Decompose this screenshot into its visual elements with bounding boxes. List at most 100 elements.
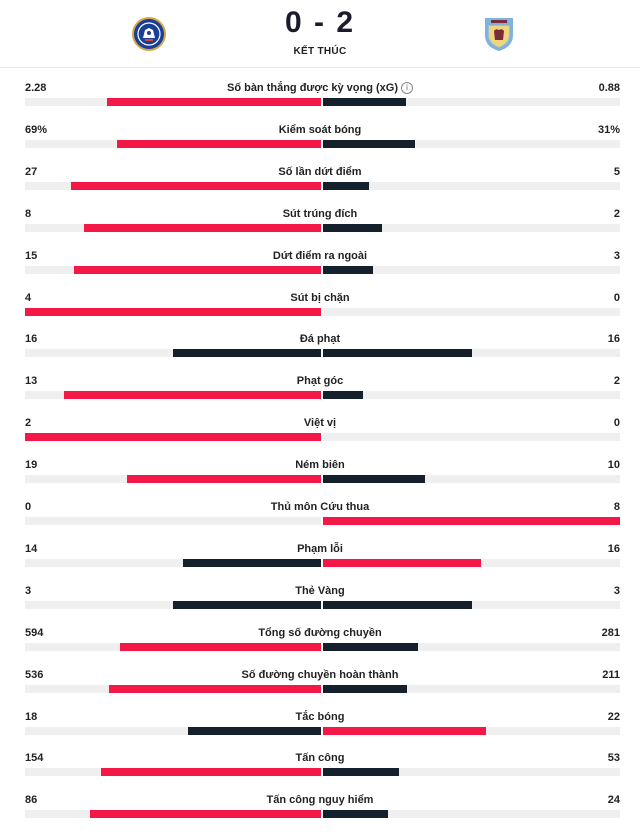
away-stat-bar: [323, 98, 406, 106]
home-stat-track: [25, 307, 321, 316]
stat-row: 154 Tấn công 53: [0, 748, 640, 790]
away-stat-track: [323, 726, 620, 735]
stat-label: Số lần dứt điểm: [0, 166, 640, 178]
home-stat-track: [25, 181, 321, 190]
away-stat-value: 8: [613, 501, 620, 513]
home-stat-value: 14: [25, 542, 38, 555]
stat-label: Số bàn thắng được kỳ vọng (xG) i: [0, 82, 640, 94]
stat-row: 15 Dứt điểm ra ngoài 3: [0, 246, 640, 288]
stat-label: Số đường chuyền hoàn thành: [0, 669, 640, 681]
away-stat-value: 211: [602, 668, 620, 681]
away-stat-track: [323, 223, 620, 232]
stat-label-text: Kiểm soát bóng: [278, 123, 362, 136]
home-stat-track: [25, 810, 321, 819]
stat-label: Tổng số đường chuyền: [0, 627, 640, 639]
home-stat-track: [25, 139, 321, 148]
away-stat-value: 281: [601, 626, 620, 639]
match-score: 0 - 2: [284, 6, 356, 39]
away-stat-track: [323, 433, 620, 442]
away-stat-value: 10: [607, 459, 620, 472]
away-stat-bar: [323, 265, 373, 274]
home-stat-value: 69%: [25, 123, 48, 136]
away-stat-value: 31%: [597, 123, 620, 136]
away-stat-bar: [323, 558, 482, 567]
home-stat-track: [25, 517, 321, 525]
stat-label: Ném biên: [0, 459, 640, 471]
stat-label: Đá phạt: [0, 333, 640, 345]
stat-row: 2.28 Số bàn thắng được kỳ vọng (xG) i 0.88: [0, 78, 640, 120]
home-stat-value: 19: [25, 459, 38, 472]
stat-label: Dứt điểm ra ngoài: [0, 250, 640, 262]
away-stat-track: [323, 265, 620, 274]
away-stat-value: 0: [613, 417, 620, 430]
stat-label-text: Đá phạt: [299, 333, 341, 346]
stat-label-text: Số lần dứt điểm: [278, 165, 362, 178]
stat-row: 536 Số đường chuyền hoàn thành 211: [0, 665, 640, 707]
stat-label-text: Số bàn thắng được kỳ vọng (xG): [226, 82, 399, 94]
home-stat-value: 536: [25, 668, 44, 681]
home-stat-bar: [84, 223, 321, 232]
stat-label-text: Sút bị chặn: [290, 291, 350, 304]
stat-label-text: Dứt điểm ra ngoài: [272, 249, 368, 262]
away-stat-bar: [323, 349, 472, 358]
stat-label-text: Việt vị: [303, 417, 337, 430]
stat-label: Phạt góc: [0, 375, 640, 387]
away-stat-value: 5: [613, 165, 620, 178]
stat-label-text: Tắc bóng: [295, 710, 345, 723]
home-stat-value: 154: [25, 752, 44, 765]
stat-label: Tắc bóng: [0, 711, 640, 723]
stat-row: 69% Kiểm soát bóng 31%: [0, 120, 640, 162]
stat-row: 3 Thẻ Vàng 3: [0, 581, 640, 623]
home-stat-track: [25, 768, 321, 777]
home-stat-bar: [64, 391, 321, 400]
away-stat-value: 24: [607, 794, 620, 807]
home-stat-bar: [89, 810, 321, 819]
away-stat-value: 53: [607, 752, 620, 765]
stat-row: 594 Tổng số đường chuyền 281: [0, 623, 640, 665]
chelsea-crest-icon[interactable]: [130, 14, 168, 54]
match-status: KẾT THÚC: [293, 46, 347, 57]
stat-label: Thủ môn Cứu thua: [0, 501, 640, 513]
away-stat-track: [323, 600, 620, 609]
stat-row: 0 Thủ môn Cứu thua 8: [0, 497, 640, 539]
away-stat-track: [323, 98, 620, 106]
home-stat-value: 4: [25, 291, 32, 304]
stat-row: 18 Tắc bóng 22: [0, 707, 640, 749]
away-stat-track: [323, 307, 620, 316]
home-stat-track: [25, 684, 321, 693]
home-stat-bar: [74, 265, 321, 274]
home-stat-track: [25, 433, 321, 442]
stat-label-text: Tấn công nguy hiểm: [266, 794, 374, 807]
info-icon[interactable]: i: [401, 82, 414, 94]
away-stat-track: [323, 810, 620, 819]
stat-label: Sút bị chặn: [0, 292, 640, 304]
home-stat-value: 86: [25, 794, 38, 807]
home-stat-bar: [116, 139, 321, 148]
away-stat-value: 2: [613, 375, 620, 388]
stat-label-text: Tổng số đường chuyền: [258, 626, 382, 639]
home-stat-track: [25, 223, 321, 232]
stat-row: 8 Sút trúng đích 2: [0, 204, 640, 246]
away-stat-value: 2: [613, 207, 620, 220]
home-stat-bar: [25, 433, 321, 442]
home-stat-track: [25, 98, 321, 106]
home-stat-track: [25, 558, 321, 567]
away-stat-track: [323, 684, 620, 693]
aston-villa-crest-icon[interactable]: [480, 14, 518, 54]
away-stat-value: 16: [607, 333, 620, 346]
home-stat-value: 8: [25, 207, 32, 220]
stat-label: Sút trúng đích: [0, 208, 640, 220]
stat-label: Kiểm soát bóng: [0, 124, 640, 136]
away-stat-track: [323, 558, 620, 567]
stat-row: 86 Tấn công nguy hiểm 24: [0, 790, 640, 832]
home-stat-value: 3: [25, 584, 32, 597]
home-stat-bar: [108, 684, 321, 693]
stat-row: 2 Việt vị 0: [0, 413, 640, 455]
home-stat-track: [25, 475, 321, 484]
away-stat-bar: [323, 810, 388, 819]
home-stat-value: 2.28: [25, 82, 47, 94]
stat-row: 27 Số lần dứt điểm 5: [0, 162, 640, 204]
home-stat-value: 27: [25, 165, 38, 178]
home-stat-value: 13: [25, 375, 38, 388]
home-stat-value: 594: [25, 626, 44, 639]
